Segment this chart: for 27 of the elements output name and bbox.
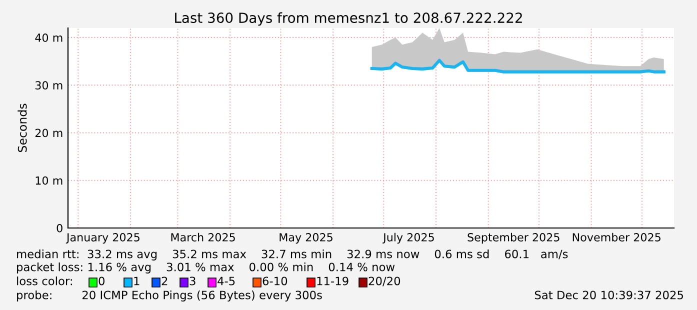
y-tick-label: 20 m [35, 128, 62, 138]
text: 4-5 [218, 276, 235, 286]
text: loss color: [17, 276, 72, 286]
text: 1 [134, 276, 140, 286]
text: probe: 20 ICMP Echo Pings (56 Bytes) every 300s [17, 290, 322, 302]
chart-title: Last 360 Days from memesnz1 to 208.67.222.222 [175, 12, 522, 26]
x-tick-label: September 2025 [468, 232, 560, 244]
text: 20/20 [368, 276, 400, 286]
x-tick-label: January 2025 [66, 233, 140, 244]
y-tick-label: 0 [56, 224, 62, 232]
text: 6-10 [262, 276, 288, 286]
text: 3 [190, 276, 196, 286]
line-series [370, 58, 666, 74]
x-tick-label: July 2025 [382, 232, 434, 244]
y-tick-label: 10 m [36, 176, 62, 185]
x-tick-label: May 2025 [280, 233, 332, 244]
x-tick-label: November 2025 [572, 232, 660, 242]
text: 11-19 [317, 276, 348, 286]
y-tick-label: 30 m [35, 81, 62, 90]
text: median rtt: 33.2 ms avg 35.2 ms max 32.7 ms min 32.9 ms now 0.6 ms sd 60.1 am/s [17, 249, 568, 261]
y-tick-label: 40 m [35, 34, 62, 42]
y-axis-title: Seconds [18, 104, 27, 152]
x-tick-label: March 2025 [171, 232, 235, 242]
text: 0 [98, 276, 104, 286]
text: packet loss: 1.16 % avg 3.01 % max 0.00 % min 0.14 % now [17, 262, 395, 274]
text: 2 [162, 276, 168, 286]
text: Sat Dec 20 10:39:37 2025 [534, 290, 684, 300]
